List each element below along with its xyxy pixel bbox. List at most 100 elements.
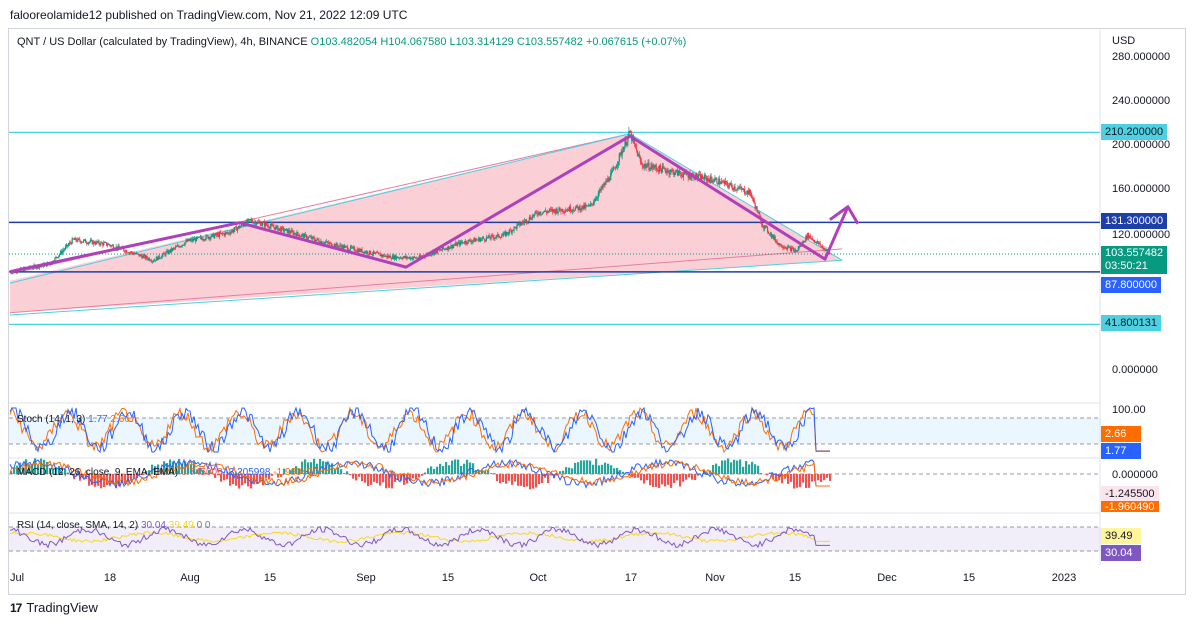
candle-body [297, 232, 299, 235]
macd-bar [292, 468, 295, 474]
candle-body [335, 243, 337, 247]
macd-bar [592, 464, 595, 474]
candle-body [554, 210, 556, 214]
candle-body [804, 241, 806, 243]
candle-body [750, 192, 752, 198]
macd-bar [193, 462, 196, 474]
candle-body [394, 255, 397, 260]
macd-bar [10, 471, 13, 474]
candle-body [459, 241, 462, 246]
candle-body [85, 242, 88, 244]
candle-body [784, 247, 786, 249]
macd-bar [277, 474, 280, 478]
candle-body [287, 230, 289, 234]
candle-body [485, 237, 487, 241]
candle-body [663, 168, 665, 169]
candle-body [441, 247, 443, 250]
candle-body [124, 251, 126, 253]
candle-body [499, 237, 501, 238]
candle-body [206, 235, 208, 237]
candle-body [436, 249, 439, 253]
candle-body [161, 255, 163, 258]
macd-bar [172, 461, 175, 474]
macd-bar [718, 466, 721, 474]
macd-bar [655, 474, 658, 487]
macd-line-value: -3.205998 [225, 467, 271, 478]
candle-body [470, 241, 472, 243]
candle-body [524, 220, 526, 223]
candle-body [675, 170, 677, 174]
candle-body [671, 170, 673, 171]
macd-bar [661, 474, 664, 485]
candle-body [210, 237, 212, 239]
candle-body [478, 237, 480, 240]
candle-body [143, 255, 145, 256]
candle-body [406, 256, 408, 259]
candle-body [325, 242, 327, 244]
macd-bar [541, 474, 544, 484]
candle-body [447, 246, 449, 250]
footer-brand[interactable]: 17 TradingView [10, 600, 98, 615]
candle-body [378, 253, 380, 254]
candle-body [274, 227, 276, 230]
pattern-lower-line-cyan [9, 259, 843, 316]
candle-body [780, 243, 782, 247]
time-tick: 2023 [1052, 572, 1076, 584]
macd-bar [340, 469, 343, 474]
candle-body [229, 233, 231, 235]
candle-body [259, 221, 261, 223]
candle-body [727, 185, 729, 188]
candle-body [371, 254, 374, 256]
macd-bar [238, 474, 241, 489]
candle-body [803, 240, 805, 243]
candle-body [250, 219, 252, 221]
candle-body [153, 260, 156, 262]
macd-bar [412, 474, 415, 479]
macd-bar [64, 468, 67, 474]
macd-bar [724, 460, 727, 474]
candle-body [108, 244, 111, 246]
candle-body [585, 205, 587, 209]
candle-body [407, 257, 409, 259]
candle-body [405, 256, 407, 258]
candle-body [313, 237, 315, 240]
pattern-lower-line [9, 248, 843, 314]
candle-body [582, 205, 584, 209]
candle-body [452, 245, 454, 249]
candle-body [145, 255, 147, 259]
candle-body [644, 164, 646, 166]
macd-bar [673, 474, 676, 484]
macd-bar [109, 474, 112, 485]
candle-body [706, 178, 708, 181]
candle-body [235, 226, 237, 228]
candle-body [202, 239, 204, 241]
macd-bar [43, 459, 46, 474]
macd-bar [748, 464, 751, 474]
candle-body [524, 219, 527, 221]
candle-body [669, 172, 671, 175]
candle-body [95, 241, 97, 245]
candle-body [762, 226, 764, 227]
candle-body [449, 247, 451, 249]
tradingview-logo-icon: 17 [10, 600, 22, 615]
candle-body [658, 165, 661, 172]
candle-body [456, 242, 458, 246]
candle-body [330, 242, 332, 247]
candle-body [177, 245, 179, 247]
macd-bar [634, 474, 637, 478]
macd-bar [133, 474, 136, 478]
candle-body [687, 174, 689, 178]
candle-body [9, 271, 11, 273]
candle-body [709, 176, 711, 183]
candle-body [770, 233, 772, 238]
candle-body [682, 173, 684, 177]
candle-body [395, 256, 398, 260]
candle-body [352, 247, 354, 248]
macd-bar [301, 461, 304, 474]
candle-body [399, 257, 401, 259]
candle-body [609, 180, 611, 181]
candle-body [264, 222, 266, 227]
macd-bar [685, 474, 688, 480]
candle-body [392, 255, 395, 259]
